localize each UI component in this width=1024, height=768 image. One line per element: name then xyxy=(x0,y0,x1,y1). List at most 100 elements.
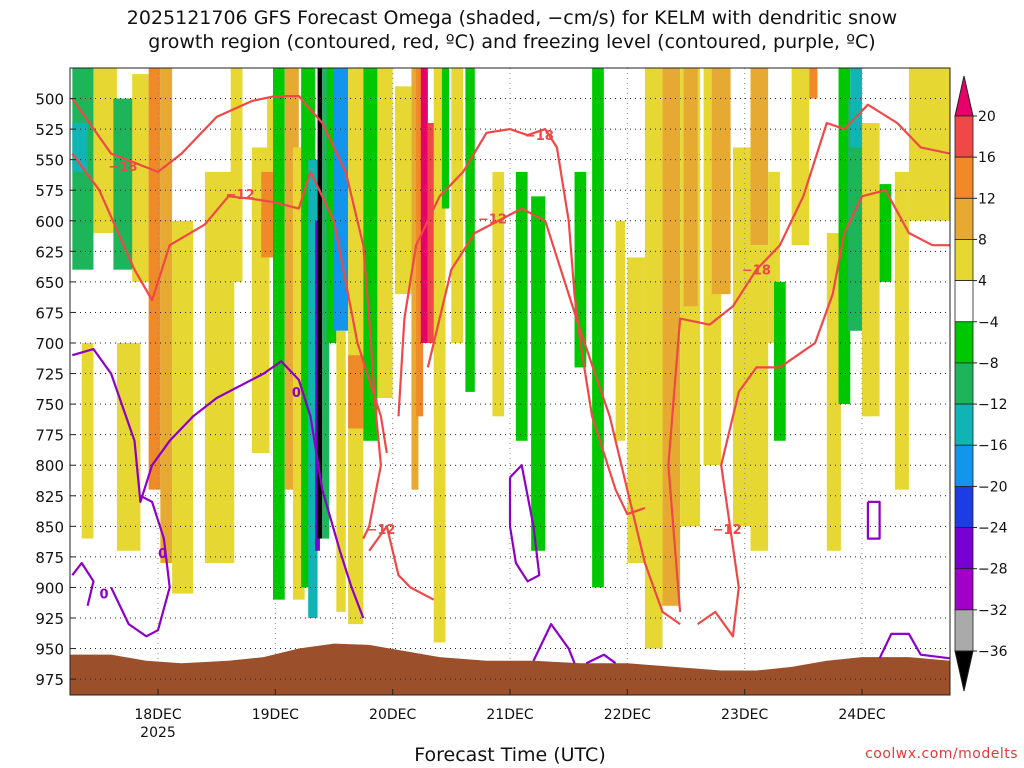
colorbar-swatch xyxy=(954,362,974,405)
omega-band xyxy=(768,171,780,343)
dendritic-contour-label: −18 xyxy=(525,129,554,144)
y-tick-label: 575 xyxy=(35,182,64,200)
colorbar-label: −8 xyxy=(978,356,999,372)
freezing-level-contour xyxy=(866,500,881,540)
colorbar-swatch xyxy=(954,609,974,652)
y-tick-label: 725 xyxy=(35,366,64,384)
omega-band xyxy=(515,171,528,441)
freezing-level-contour-label: 0 xyxy=(292,386,301,401)
y-tick-label: 925 xyxy=(35,610,64,628)
y-tick-label: 700 xyxy=(35,335,64,353)
colorbar-label: 4 xyxy=(978,274,987,290)
dendritic-contour xyxy=(71,94,382,540)
omega-band xyxy=(322,68,330,539)
omega-band xyxy=(204,171,235,563)
colorbar-swatch xyxy=(954,444,974,487)
colorbar-label: −16 xyxy=(978,438,1008,454)
colorbar-label: 8 xyxy=(978,232,987,248)
omega-band xyxy=(230,68,243,282)
freezing-level-contour-label: 0 xyxy=(158,547,167,562)
y-tick-label: 650 xyxy=(35,274,64,292)
dendritic-contour xyxy=(426,207,681,626)
omega-band xyxy=(292,147,305,600)
dendritic-contour xyxy=(397,128,646,516)
colorbar-label: −36 xyxy=(978,644,1008,660)
omega-band xyxy=(81,343,94,539)
omega-band xyxy=(732,147,751,527)
freezing-level-contour xyxy=(532,622,576,664)
y-tick-label: 525 xyxy=(35,121,64,139)
chart-title: 2025121706 GFS Forecast Omega (shaded, −… xyxy=(126,7,898,53)
freezing-level-contour-label: 0 xyxy=(100,588,109,603)
omega-band xyxy=(395,86,412,295)
omega-band xyxy=(336,330,346,612)
x-tick-label: 21DEC xyxy=(486,707,533,723)
colorbar-label: 20 xyxy=(978,109,996,125)
freezing-level-contour xyxy=(71,561,95,607)
colorbar-swatch xyxy=(954,527,974,570)
omega-band xyxy=(348,355,364,429)
source-credit: coolwx.com/modelts xyxy=(865,746,1018,762)
omega-band xyxy=(116,343,141,551)
y-tick-label: 975 xyxy=(35,671,64,689)
omega-band xyxy=(574,171,587,368)
colorbar-bottom-arrow xyxy=(954,650,974,692)
colorbar-label: 12 xyxy=(978,191,996,207)
freezing-level-contour xyxy=(110,494,171,638)
omega-band xyxy=(411,68,419,490)
colorbar-label: −4 xyxy=(978,315,999,331)
y-tick-label: 625 xyxy=(35,243,64,261)
y-tick-label: 850 xyxy=(35,518,64,536)
omega-band xyxy=(148,68,161,490)
colorbar-swatch xyxy=(954,197,974,240)
colorbar-label: −20 xyxy=(978,479,1008,495)
omega-band xyxy=(644,68,663,649)
omega-band xyxy=(850,68,862,148)
colorbar-top-arrow xyxy=(954,75,974,117)
y-tick-label: 750 xyxy=(35,396,64,414)
dendritic-contour-label: −18 xyxy=(108,160,137,175)
y-tick-label: 550 xyxy=(35,152,64,170)
y-tick-label: 900 xyxy=(35,579,64,597)
omega-band xyxy=(847,98,862,331)
dendritic-contour-label: −12 xyxy=(226,188,255,203)
colorbar-swatch xyxy=(954,403,974,446)
omega-band xyxy=(348,68,364,625)
dendritic-contour-label: −12 xyxy=(366,523,395,538)
omega-band xyxy=(492,171,505,417)
x-tick-label: 18DEC xyxy=(134,707,181,723)
omega-band xyxy=(363,68,378,441)
colorbar-label: −12 xyxy=(978,397,1008,413)
y-tick-label: 875 xyxy=(35,549,64,567)
y-tick-label: 500 xyxy=(35,91,64,109)
omega-band xyxy=(862,123,880,417)
omega-band xyxy=(113,98,135,270)
freezing-level-contour xyxy=(71,348,365,619)
omega-band xyxy=(132,74,149,282)
colorbar-label: −32 xyxy=(978,603,1008,619)
omega-band xyxy=(451,68,464,343)
omega-band xyxy=(326,68,337,343)
x-tick-label: 24DEC xyxy=(838,707,885,723)
dendritic-contour-label: −12 xyxy=(478,212,507,227)
x-tick-label: 23DEC xyxy=(721,707,768,723)
x-tick-label: 22DEC xyxy=(604,707,651,723)
omega-band xyxy=(441,68,449,209)
omega-band xyxy=(791,68,810,246)
omega-band xyxy=(420,68,428,343)
omega-band xyxy=(750,245,769,551)
y-tick-label: 600 xyxy=(35,213,64,231)
colorbar-label: −28 xyxy=(978,562,1008,578)
colorbar-swatch xyxy=(954,115,974,158)
dendritic-contour-label: −12 xyxy=(713,523,742,538)
omega-band xyxy=(160,68,173,563)
y-tick-label: 950 xyxy=(35,641,64,659)
omega-band xyxy=(172,220,194,594)
y-tick-label: 675 xyxy=(35,304,64,322)
colorbar-swatch xyxy=(954,568,974,611)
y-tick-label: 775 xyxy=(35,427,64,445)
y-tick-label: 800 xyxy=(35,457,64,475)
x-tick-sublabel: 2025 xyxy=(140,725,176,741)
omega-band xyxy=(750,68,769,246)
